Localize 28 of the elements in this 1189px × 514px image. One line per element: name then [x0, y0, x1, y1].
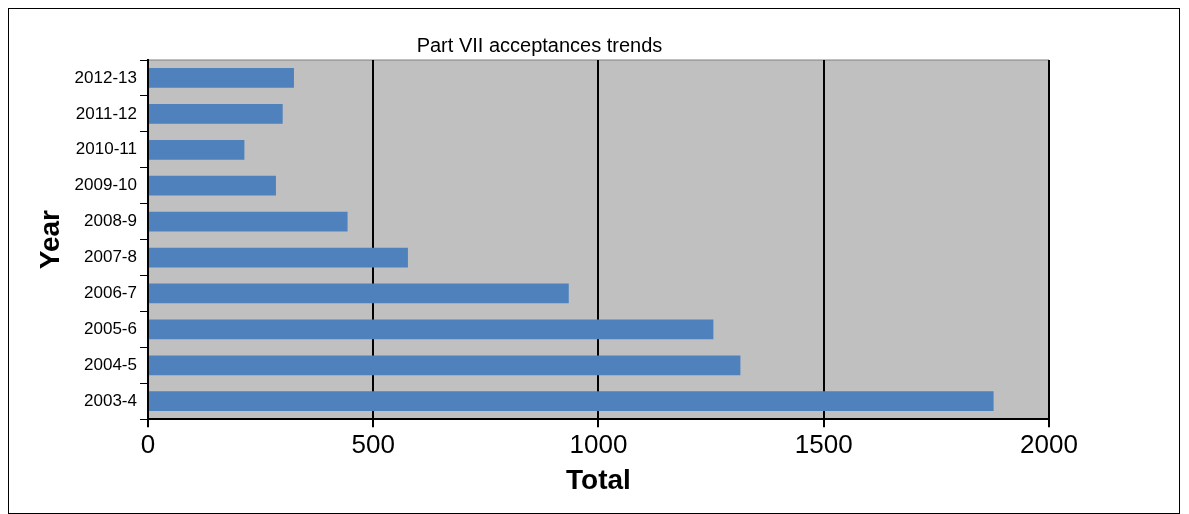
y-tick-label: 2006-7	[84, 283, 137, 303]
y-tick-label: 2012-13	[74, 67, 137, 87]
bar	[148, 319, 714, 340]
y-tick-label: 2009-10	[74, 175, 137, 195]
bar	[148, 175, 276, 196]
x-tick-label: 0	[140, 428, 156, 459]
y-tick-label: 2003-4	[84, 390, 137, 410]
bar	[148, 283, 569, 304]
x-axis-title: Total	[566, 463, 631, 495]
bar	[148, 391, 994, 412]
y-tick-label: 2007-8	[84, 247, 137, 267]
y-tick-label: 2005-6	[84, 319, 137, 339]
y-tick-label: 2010-11	[75, 139, 137, 159]
bar	[148, 211, 348, 232]
x-tick-label: 500	[351, 428, 395, 459]
x-tick-label: 1500	[794, 428, 853, 459]
x-tick-label: 1000	[569, 428, 628, 459]
bar	[148, 139, 245, 160]
x-tick-label: 2000	[1020, 428, 1078, 459]
bar	[148, 104, 283, 124]
y-axis-title: Year	[33, 209, 65, 270]
chart-title: Part VII acceptances trends	[416, 33, 663, 56]
bar	[148, 355, 741, 376]
y-tick-label: 2011-12	[75, 103, 137, 123]
bar	[148, 247, 408, 268]
y-tick-label: 2004-5	[84, 355, 137, 375]
bar	[148, 68, 294, 88]
y-tick-label: 2008-9	[84, 211, 137, 231]
